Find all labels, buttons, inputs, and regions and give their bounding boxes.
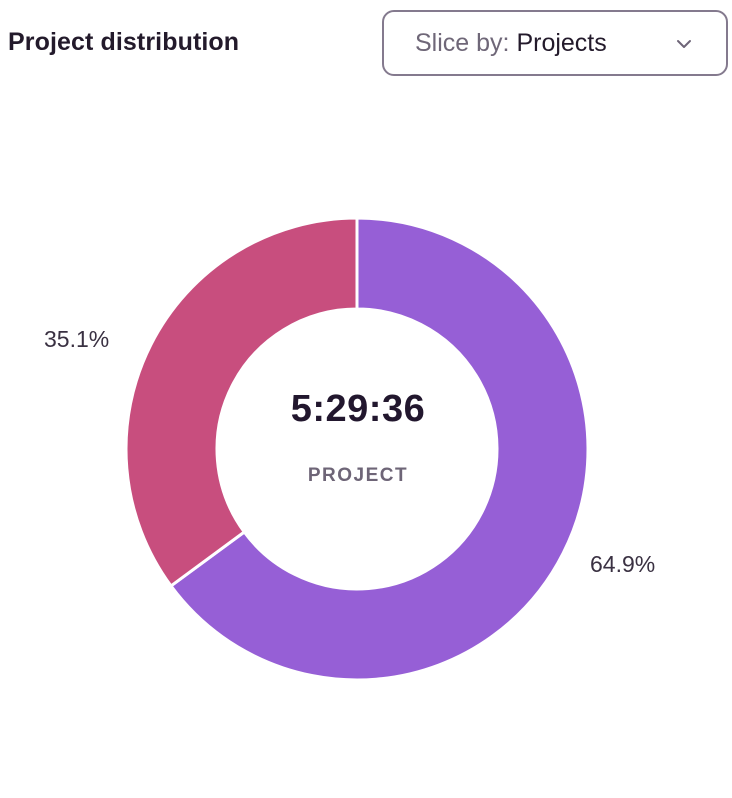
- chevron-down-icon: [677, 40, 691, 48]
- page-title: Project distribution: [8, 28, 240, 56]
- slice-percent-label: 64.9%: [590, 551, 656, 577]
- donut-slice[interactable]: [124, 216, 359, 588]
- slice-by-prefix: Slice by:: [415, 28, 510, 57]
- donut-slice[interactable]: [169, 216, 590, 682]
- donut-center-total: 5:29:36: [290, 388, 426, 430]
- slice-by-dropdown[interactable]: Slice by: Projects: [382, 10, 728, 76]
- donut-center-label: PROJECT: [307, 465, 409, 486]
- slice-percent-label: 35.1%: [44, 326, 110, 352]
- slice-by-value: Projects: [516, 28, 607, 57]
- slice-by-text: Slice by: Projects: [415, 29, 607, 58]
